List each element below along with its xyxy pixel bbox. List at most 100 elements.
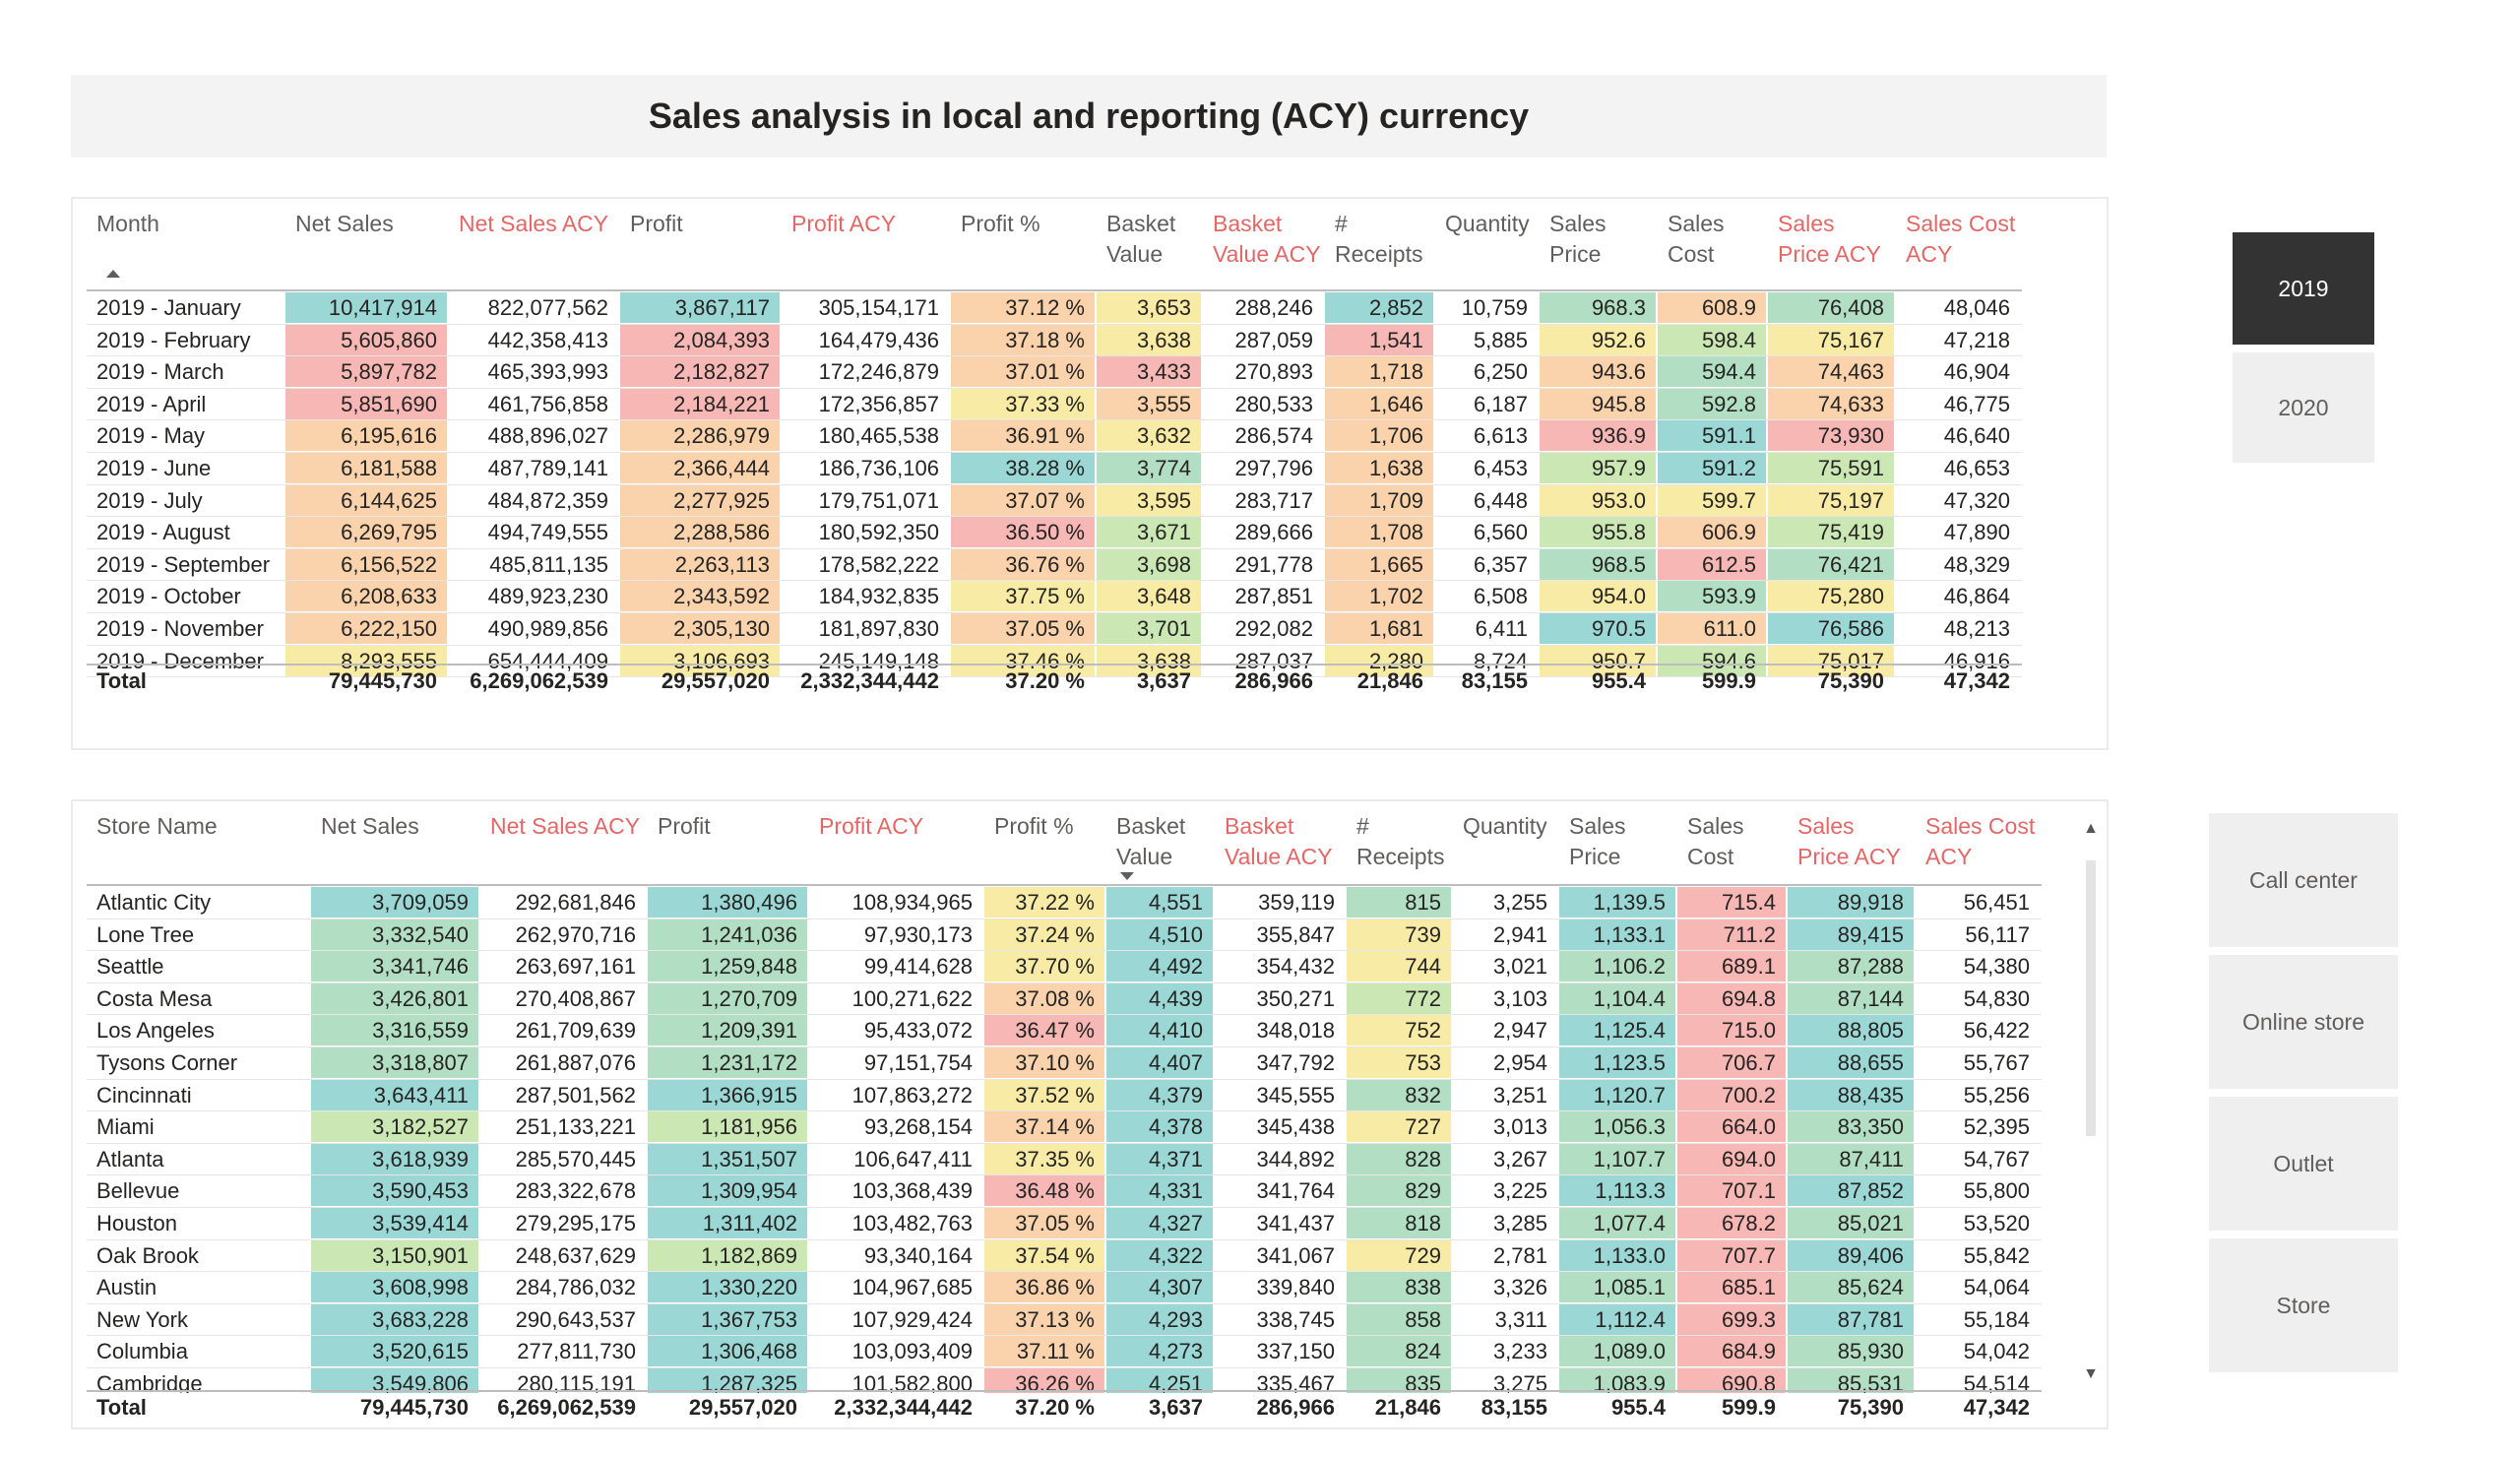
row-divider	[87, 676, 2022, 678]
column-header-label[interactable]: Store Name	[96, 813, 218, 839]
table-row[interactable]: Costa Mesa 3,426,801 270,408,867 1,270,709 1…	[87, 982, 2042, 1016]
cell-label: New York	[96, 1306, 188, 1332]
cell-sales-cost-acy: 48,046	[1943, 295, 2010, 320]
column-header-sales-cost[interactable]: Sales Cost	[1668, 211, 1725, 267]
column-header-profit-pct[interactable]: Profit %	[961, 211, 1040, 236]
column-header-basket-value[interactable]: Basket Value	[1116, 813, 1186, 869]
table-row[interactable]: 2019 - June 6,181,588 487,789,141 2,366,444…	[87, 453, 2022, 485]
cell-profit: 1,181,956	[648, 1111, 807, 1143]
cell-profit: 2,263,113	[620, 548, 780, 580]
table-row[interactable]: 2019 - July 6,144,625 484,872,359 2,277,925…	[87, 484, 2022, 518]
column-header-profit-acy[interactable]: Profit ACY	[791, 211, 897, 236]
column-header-net-sales[interactable]: Net Sales	[295, 211, 394, 236]
table-row[interactable]: Atlanta 3,618,939 285,570,445 1,351,507 106,…	[87, 1143, 2042, 1176]
column-header-receipts[interactable]: # Receipts	[1356, 813, 1445, 869]
column-header-sales-cost-acy[interactable]: Sales Cost ACY	[1906, 211, 2016, 267]
channel-slicer-online-store[interactable]: Online store	[2209, 955, 2398, 1089]
cell-receipts: 729	[1347, 1239, 1451, 1271]
year-slicer-2020[interactable]: 2020	[2233, 352, 2374, 463]
channel-slicer-outlet[interactable]: Outlet	[2209, 1097, 2398, 1231]
column-header-profit-acy[interactable]: Profit ACY	[819, 813, 924, 839]
cell-quantity: 3,285	[1492, 1211, 1547, 1235]
cell-profit-acy: 164,479,436	[818, 327, 939, 352]
store-table-scrollbar[interactable]: ▲ ▼	[2083, 821, 2099, 1382]
cell-sales-cost: 594.6	[1658, 645, 1766, 676]
cell-profit: 1,259,848	[648, 951, 807, 982]
cell-receipts: 744	[1347, 951, 1451, 982]
cell-sales-price: 968.5	[1540, 548, 1656, 580]
table-row[interactable]: 2019 - January 10,417,914 822,077,562 3,867…	[87, 292, 2022, 325]
column-header-sales-cost-acy[interactable]: Sales Cost ACY	[1925, 813, 2036, 869]
cell-profit: 3,106,693	[620, 645, 780, 676]
column-header-sales-cost[interactable]: Sales Cost	[1687, 813, 1744, 869]
column-header-sales-price-acy[interactable]: Sales Price ACY	[1797, 813, 1901, 869]
table-row[interactable]: Cincinnati 3,643,411 287,501,562 1,366,915 1…	[87, 1079, 2042, 1112]
cell-basket-value: 3,595	[1097, 484, 1201, 516]
table-row[interactable]: Bellevue 3,590,453 283,322,678 1,309,954 103…	[87, 1175, 2042, 1208]
table-row[interactable]: 2019 - April 5,851,690 461,756,858 2,184,22…	[87, 388, 2022, 421]
total-receipts: 21,846	[1374, 1395, 1441, 1420]
table-row[interactable]: Cambridge 3,549,806 280,115,191 1,287,325 10…	[87, 1368, 2042, 1393]
table-row[interactable]: Los Angeles 3,316,559 261,709,639 1,209,391…	[87, 1015, 2042, 1047]
table-row[interactable]: Seattle 3,341,746 263,697,161 1,259,848 99,4…	[87, 951, 2042, 983]
column-header-quantity[interactable]: Quantity	[1463, 813, 1547, 839]
cell-label: Cambridge	[96, 1371, 203, 1393]
cell-receipts: 1,638	[1325, 453, 1433, 483]
scroll-up-icon[interactable]: ▲	[2083, 820, 2099, 837]
column-header-quantity[interactable]: Quantity	[1445, 211, 1530, 236]
column-header-profit[interactable]: Profit	[630, 211, 683, 236]
column-header-sales-price[interactable]: Sales Price	[1549, 211, 1606, 267]
table-row[interactable]: 2019 - October 6,208,633 489,923,230 2,343,…	[87, 581, 2022, 613]
column-header-net-sales-acy[interactable]: Net Sales ACY	[490, 813, 641, 839]
column-header-profit[interactable]: Profit	[658, 813, 711, 839]
column-header-label[interactable]: Month	[96, 211, 159, 236]
table-row[interactable]: Oak Brook 3,150,901 248,637,629 1,182,869 93…	[87, 1239, 2042, 1273]
table-row[interactable]: 2019 - November 6,222,150 490,989,856 2,305…	[87, 613, 2022, 646]
year-slicer-2019[interactable]: 2019	[2233, 232, 2374, 345]
column-header-profit-pct[interactable]: Profit %	[994, 813, 1074, 839]
table-row[interactable]: Houston 3,539,414 279,295,175 1,311,402 103,…	[87, 1208, 2042, 1240]
total-profit: 29,557,020	[661, 668, 770, 693]
table-row[interactable]: 2019 - August 6,269,795 494,749,555 2,288,5…	[87, 517, 2022, 549]
table-row[interactable]: 2019 - September 6,156,522 485,811,135 2,26…	[87, 548, 2022, 582]
column-header-net-sales[interactable]: Net Sales	[321, 813, 419, 839]
column-header-net-sales-acy[interactable]: Net Sales ACY	[459, 211, 609, 236]
table-row[interactable]: Miami 3,182,527 251,133,221 1,181,956 93,268…	[87, 1111, 2042, 1144]
cell-sales-price-acy: 74,633	[1768, 388, 1894, 419]
channel-slicer-call-center[interactable]: Call center	[2209, 813, 2398, 947]
sort-ascending-icon[interactable]	[106, 270, 120, 278]
cell-net-sales: 3,426,801	[311, 982, 478, 1014]
cell-receipts: 824	[1347, 1336, 1451, 1367]
store_table-header: Store Name Net Sales Net Sales ACY Profit Pr…	[87, 801, 2042, 892]
table-row[interactable]: 2019 - February 5,605,860 442,358,413 2,084…	[87, 324, 2022, 357]
cell-sales-cost: 700.2	[1677, 1079, 1786, 1110]
scroll-thumb[interactable]	[2086, 860, 2096, 1136]
channel-slicer-store[interactable]: Store	[2209, 1238, 2398, 1372]
table-row[interactable]: 2019 - December 8,293,555 654,444,409 3,106…	[87, 645, 2022, 678]
column-header-receipts[interactable]: # Receipts	[1335, 211, 1423, 267]
scroll-down-icon[interactable]: ▼	[2083, 1365, 2099, 1382]
table-row[interactable]: Columbia 3,520,615 277,811,730 1,306,468 103…	[87, 1336, 2042, 1368]
column-header-sales-price[interactable]: Sales Price	[1569, 813, 1626, 869]
table-row[interactable]: Lone Tree 3,332,540 262,970,716 1,241,036 97…	[87, 919, 2042, 952]
cell-sales-price-acy: 88,805	[1788, 1015, 1914, 1046]
row-divider	[87, 1174, 2042, 1176]
table-row[interactable]: Austin 3,608,998 284,786,032 1,330,220 104,9…	[87, 1272, 2042, 1304]
cell-receipts: 858	[1347, 1303, 1451, 1335]
table-row[interactable]: Tysons Corner 3,318,807 261,887,076 1,231,1…	[87, 1047, 2042, 1080]
cell-basket-value: 3,671	[1097, 517, 1201, 548]
table-row[interactable]: 2019 - March 5,897,782 465,393,993 2,182,82…	[87, 356, 2022, 389]
cell-basket-value: 3,555	[1097, 388, 1201, 419]
cell-profit: 2,184,221	[620, 388, 780, 419]
cell-sales-price: 936.9	[1540, 420, 1656, 452]
table-row[interactable]: 2019 - May 6,195,616 488,896,027 2,286,979 1…	[87, 420, 2022, 453]
column-header-basket-value[interactable]: Basket Value	[1106, 211, 1176, 267]
sort-descending-icon[interactable]	[1120, 872, 1134, 880]
column-header-basket-value-acy[interactable]: Basket Value ACY	[1213, 211, 1321, 267]
row-divider	[87, 1014, 2042, 1016]
table-row[interactable]: Atlantic City 3,709,059 292,681,846 1,380,4…	[87, 887, 2042, 919]
cell-basket-value-acy: 341,764	[1256, 1178, 1335, 1204]
column-header-basket-value-acy[interactable]: Basket Value ACY	[1225, 813, 1333, 869]
column-header-sales-price-acy[interactable]: Sales Price ACY	[1778, 211, 1881, 267]
table-row[interactable]: New York 3,683,228 290,643,537 1,367,753 107…	[87, 1303, 2042, 1337]
